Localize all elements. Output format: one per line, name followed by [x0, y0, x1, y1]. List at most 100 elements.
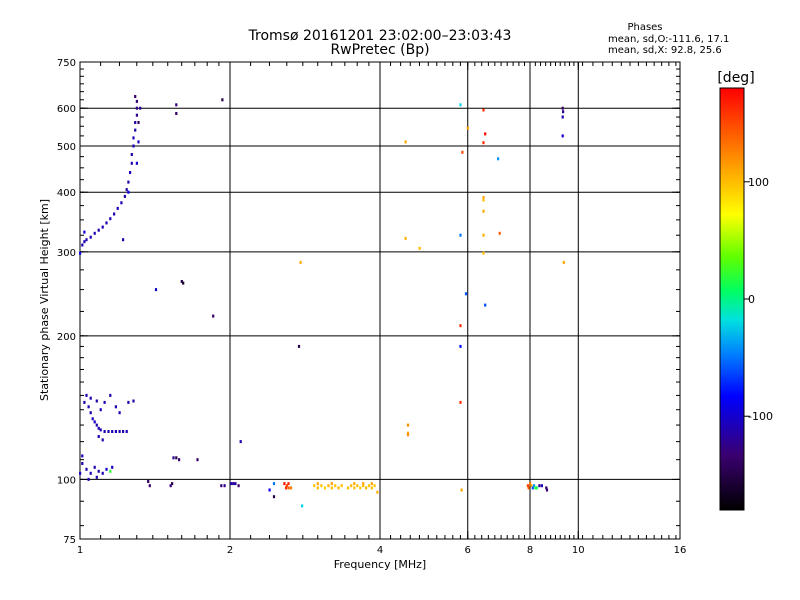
data-point — [337, 486, 340, 490]
data-point — [135, 99, 138, 103]
data-point — [482, 251, 485, 255]
data-point — [139, 106, 142, 110]
data-point — [101, 438, 104, 442]
colorbar-tick-label: -100 — [748, 410, 773, 423]
data-point — [353, 486, 356, 490]
data-point — [79, 251, 82, 255]
data-point — [175, 456, 178, 460]
data-point — [107, 430, 110, 433]
data-point — [359, 486, 362, 490]
data-point — [284, 486, 288, 490]
data-point — [545, 488, 549, 492]
y-tick-label: 300 — [57, 248, 76, 259]
data-point — [482, 108, 485, 112]
x-tick-label: 2 — [227, 545, 233, 556]
data-point — [538, 484, 541, 488]
data-point — [327, 484, 330, 488]
data-point — [527, 486, 530, 490]
y-tick-label: 600 — [57, 104, 76, 115]
data-point — [301, 504, 304, 508]
data-point — [406, 433, 410, 437]
data-point — [87, 477, 90, 481]
data-point — [272, 482, 276, 486]
data-point — [320, 484, 323, 488]
data-point — [484, 132, 487, 136]
data-point — [148, 484, 151, 488]
data-point — [561, 134, 564, 138]
grid — [80, 62, 680, 539]
data-point — [105, 221, 108, 225]
data-point — [297, 344, 301, 348]
data-point — [122, 430, 125, 433]
data-point — [212, 314, 215, 318]
data-point — [105, 467, 108, 471]
data-point — [118, 411, 121, 415]
y-tick-label: 400 — [57, 188, 76, 199]
data-point — [484, 303, 487, 307]
data-point — [125, 430, 128, 433]
data-point — [464, 292, 468, 296]
data-point — [134, 121, 137, 124]
y-axis-label: Stationary phase Virtual Height [km] — [38, 199, 51, 401]
data-point — [85, 393, 88, 397]
data-point — [89, 411, 92, 415]
data-point — [85, 238, 88, 242]
data-point — [135, 161, 138, 165]
x-tick-label: 8 — [527, 545, 533, 556]
data-point — [132, 399, 135, 403]
data-point — [169, 484, 172, 488]
data-point — [135, 113, 138, 117]
data-point — [237, 484, 240, 488]
data-point — [268, 488, 271, 492]
y-tick-label: 75 — [63, 535, 76, 546]
data-point — [125, 188, 128, 192]
data-point — [81, 462, 84, 465]
data-point — [404, 236, 407, 240]
data-point — [497, 157, 500, 161]
data-point — [81, 243, 84, 247]
data-point — [127, 400, 130, 404]
data-point — [123, 194, 126, 198]
data-point — [239, 440, 242, 444]
data-point — [83, 400, 86, 404]
data-point — [353, 482, 356, 486]
data-point — [154, 288, 158, 292]
data-point — [367, 484, 371, 488]
chart-subtitle: RwPretec (Bp) — [330, 42, 429, 58]
data-point — [97, 426, 100, 430]
data-point — [95, 399, 98, 403]
data-point — [530, 484, 533, 488]
data-point — [459, 103, 462, 107]
data-point — [130, 153, 133, 156]
x-tick-label: 10 — [572, 545, 585, 556]
data-point — [89, 471, 92, 475]
x-axis-ticks: 1 2 4 6 8 10 16 — [77, 62, 687, 556]
data-point — [97, 228, 100, 232]
data-point — [272, 495, 276, 499]
data-point — [482, 141, 485, 145]
x-tick-label: 16 — [674, 545, 687, 556]
data-point — [171, 482, 174, 486]
data-point — [116, 206, 119, 210]
chart-title: Tromsø 20161201 23:02:00–23:03:43 — [248, 28, 512, 44]
data-point — [232, 482, 235, 486]
data-point — [101, 225, 104, 229]
data-point — [95, 475, 98, 479]
data-point — [83, 240, 86, 244]
data-point — [127, 190, 130, 194]
data-point — [83, 230, 86, 234]
data-point — [95, 423, 98, 427]
data-point — [370, 486, 373, 490]
data-point — [287, 482, 290, 486]
data-point — [459, 324, 462, 328]
data-point — [93, 231, 96, 235]
data-point — [118, 430, 121, 433]
data-point — [103, 430, 106, 433]
data-point — [373, 484, 376, 488]
colorbar-ticks: 100 0 -100 — [744, 176, 773, 423]
data-point — [135, 106, 138, 110]
data-point — [113, 212, 116, 216]
data-point — [561, 106, 564, 110]
data-point — [91, 417, 94, 421]
